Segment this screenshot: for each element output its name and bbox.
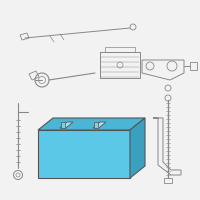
Polygon shape [130, 118, 145, 178]
Polygon shape [61, 122, 65, 128]
Polygon shape [60, 122, 73, 128]
Polygon shape [93, 122, 106, 128]
Polygon shape [38, 118, 145, 130]
Polygon shape [38, 130, 130, 178]
Polygon shape [94, 122, 98, 128]
